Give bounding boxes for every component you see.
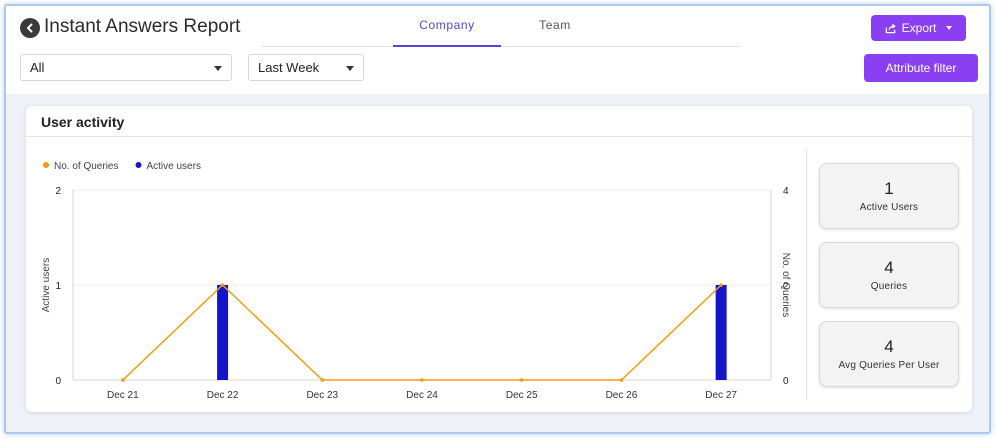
y-axis-title-right: No. of Queries (780, 253, 791, 317)
point-queries (519, 378, 524, 382)
legend-marker (43, 162, 49, 168)
point-queries (320, 378, 325, 382)
x-tick-label: Dec 23 (306, 390, 338, 401)
y-tick-label-left: 0 (55, 376, 61, 387)
stat-avg-queries: 4 Avg Queries Per User (819, 321, 959, 387)
scope-select[interactable]: All (20, 54, 232, 81)
stat-label: Queries (870, 280, 908, 292)
user-activity-card: User activity 0 1 2 0 2 4 Dec 21 Dec 22 Dec 23 De… (26, 106, 972, 412)
share-icon (885, 23, 896, 33)
y-axis-title-left: Active users (41, 258, 52, 312)
x-tick-label: Dec 26 (606, 390, 638, 401)
tab-team[interactable]: Team (539, 18, 571, 32)
user-activity-chart: 0 1 2 0 2 4 Dec 21 Dec 22 Dec 23 Dec 24 Dec 25 Dec … (41, 161, 791, 401)
point-queries (121, 378, 125, 382)
tab-bar: Company Team (261, 6, 741, 47)
bar-active-users (217, 285, 229, 380)
point-queries (619, 378, 624, 382)
caret-down-icon (346, 66, 354, 71)
stat-value: 4 (884, 336, 894, 356)
caret-down-icon (946, 26, 953, 30)
stat-label: Avg Queries Per User (838, 359, 940, 371)
back-button[interactable] (20, 18, 40, 38)
caret-down-icon (214, 66, 222, 71)
scope-select-value: All (30, 60, 45, 75)
date-range-select[interactable]: Last Week (248, 54, 364, 81)
stat-label: Active Users (859, 201, 919, 213)
legend-label: Active users (146, 161, 200, 172)
report-window: Instant Answers Report Company Team Expo… (4, 4, 991, 434)
legend-marker (135, 162, 142, 168)
page-title: Instant Answers Report (44, 16, 241, 37)
export-label: Export (901, 21, 937, 35)
card-divider (26, 136, 972, 137)
y-tick-label-right: 2 (783, 281, 789, 292)
tab-company[interactable]: Company (393, 6, 501, 47)
attribute-filter-button[interactable]: Attribute filter (864, 54, 978, 82)
y-tick-label-left: 1 (55, 281, 61, 292)
point-queries (220, 283, 225, 287)
x-tick-label: Dec 22 (207, 390, 239, 401)
y-tick-label-left: 2 (55, 186, 61, 197)
point-queries (420, 378, 424, 382)
y-tick-label-right: 4 (783, 186, 789, 197)
card-title: User activity (41, 114, 125, 130)
x-tick-label: Dec 25 (506, 390, 538, 401)
x-tick-label: Dec 24 (406, 390, 438, 401)
chevron-left-icon (27, 23, 33, 33)
stat-value: 4 (884, 257, 894, 277)
legend-label: No. of Queries (54, 161, 118, 172)
stat-queries: 4 Queries (819, 242, 959, 308)
date-range-select-value: Last Week (258, 60, 320, 75)
x-tick-label: Dec 27 (705, 390, 737, 401)
stats-separator (806, 148, 807, 400)
y-tick-label-right: 0 (783, 376, 789, 387)
line-queries (122, 283, 722, 381)
bar-active-users (715, 285, 727, 380)
export-button[interactable]: Export (871, 15, 966, 41)
x-tick-label: Dec 21 (107, 390, 139, 401)
point-queries (719, 283, 723, 287)
top-bar: Instant Answers Report Company Team Expo… (6, 6, 989, 94)
stat-value: 1 (884, 178, 894, 198)
stat-active-users: 1 Active Users (819, 163, 959, 229)
